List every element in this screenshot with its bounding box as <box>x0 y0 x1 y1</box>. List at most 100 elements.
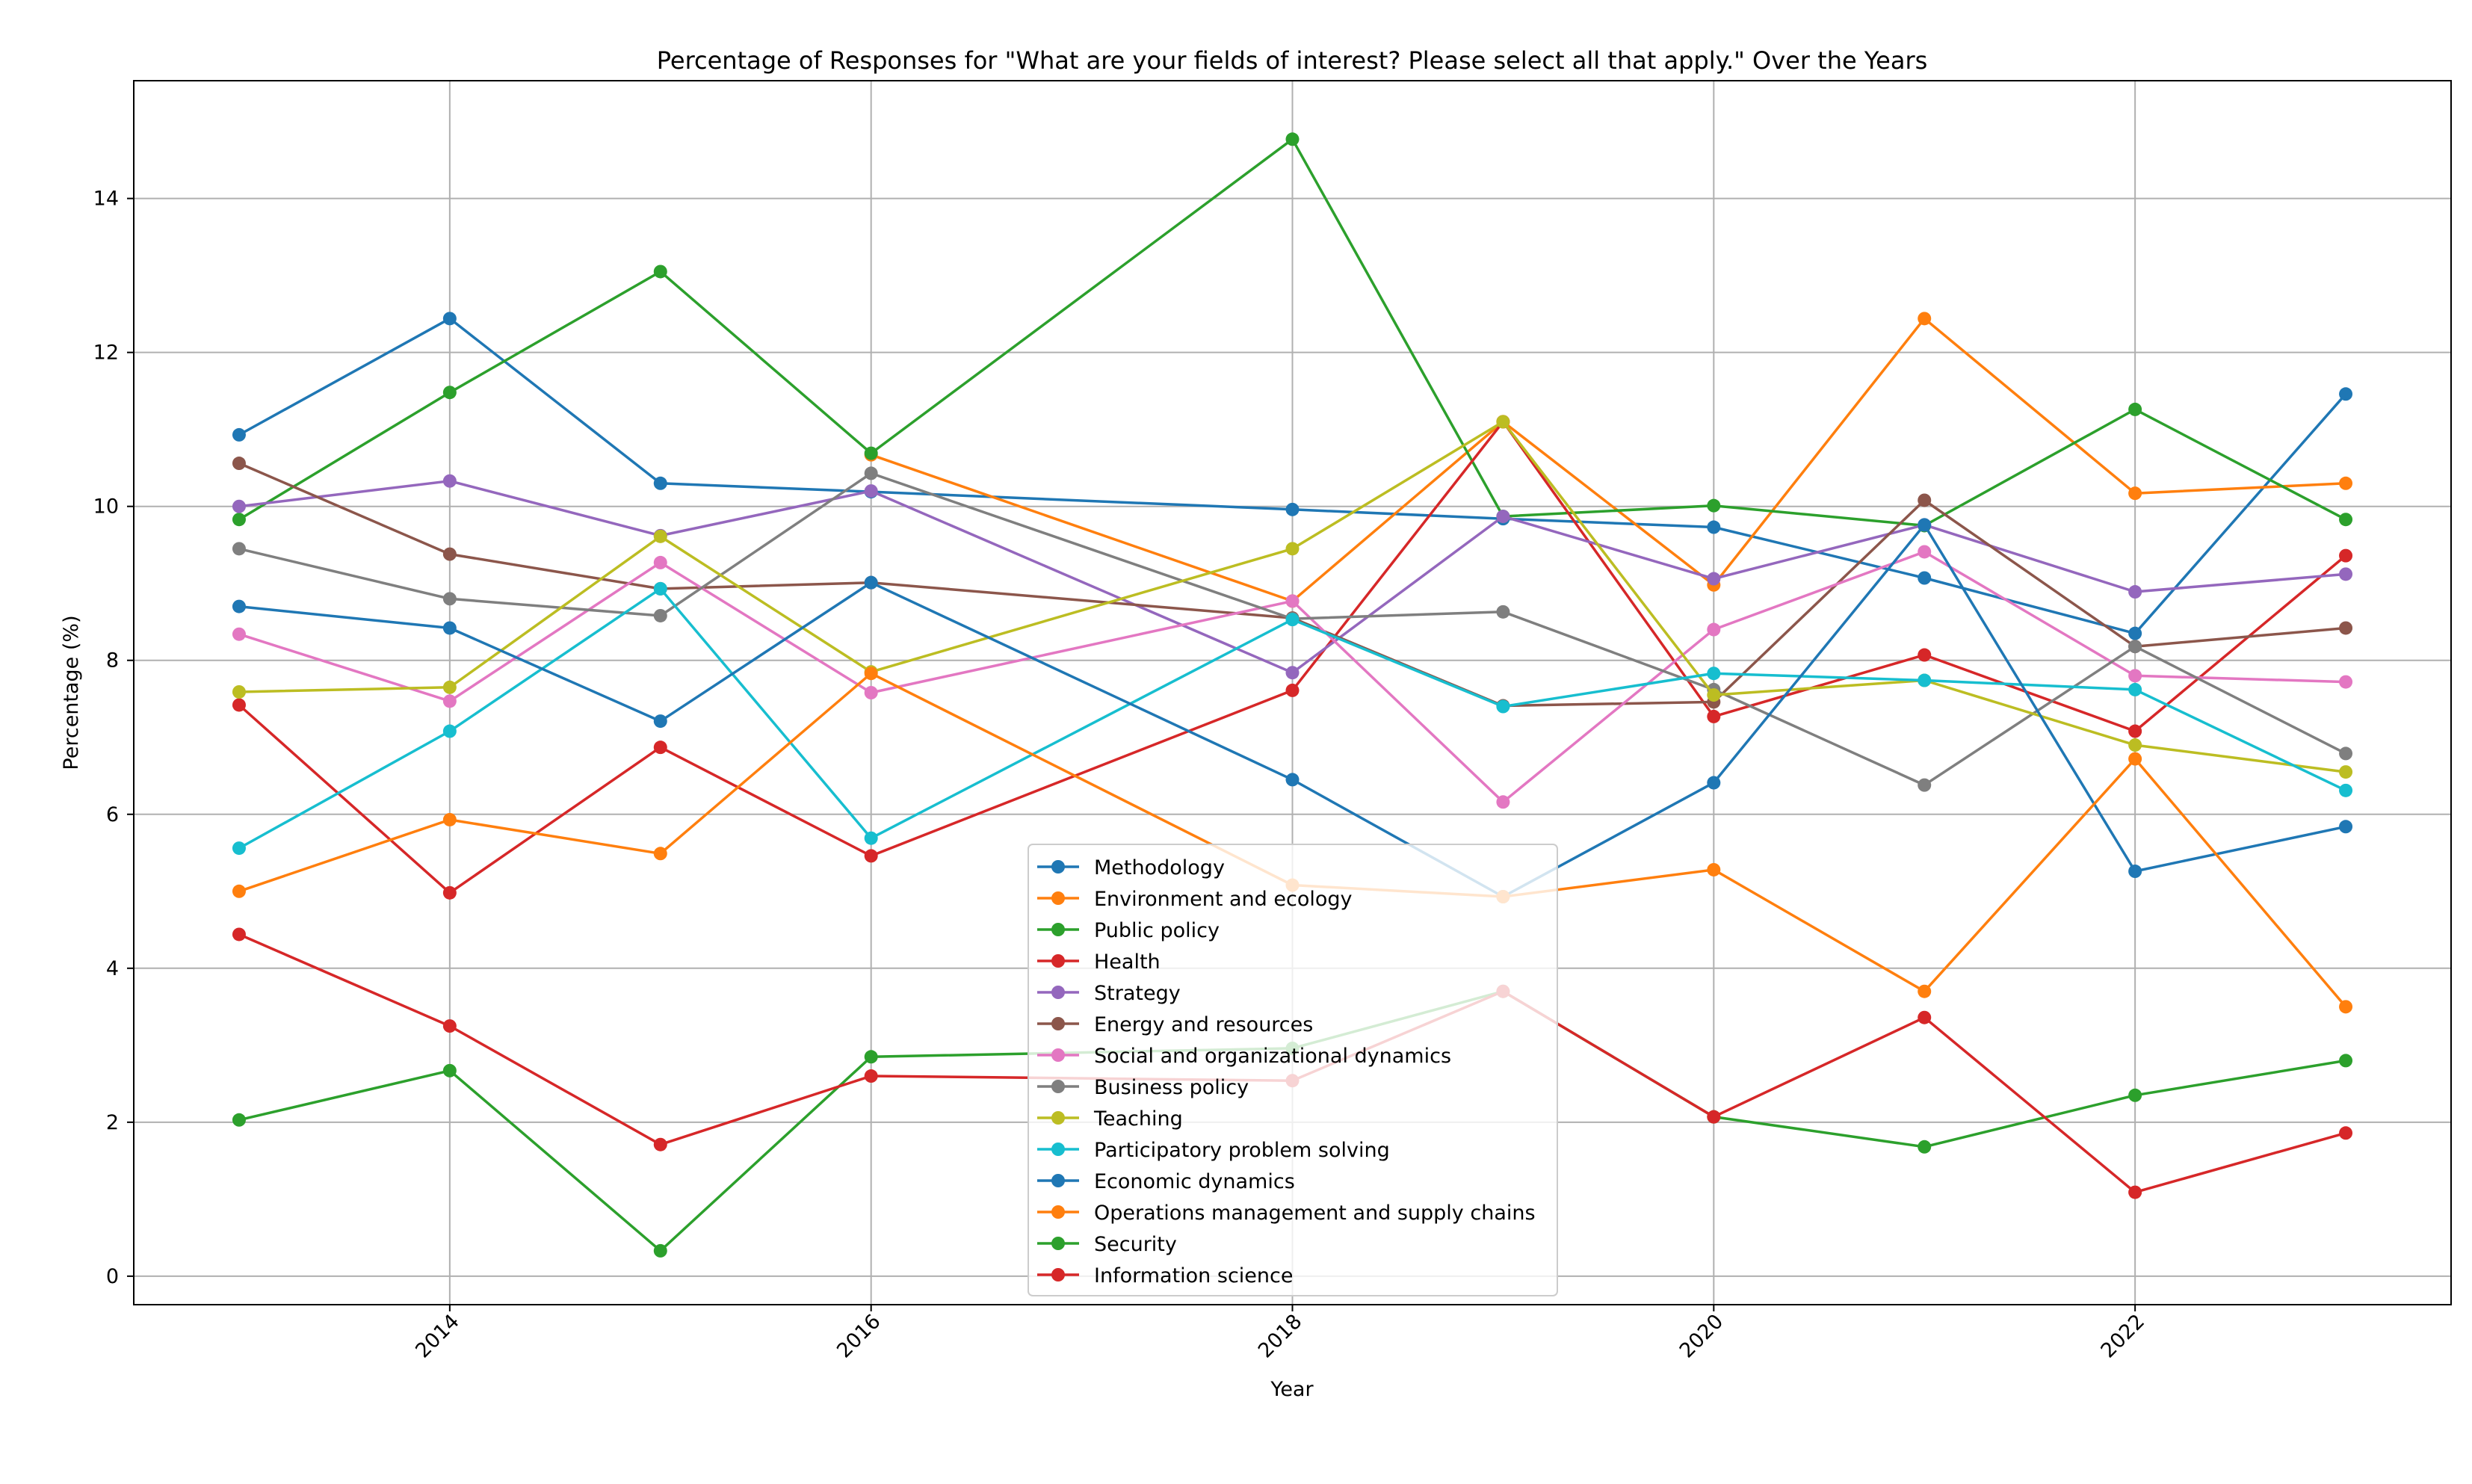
legend-label: Health <box>1094 950 1161 974</box>
legend-label: Social and organizational dynamics <box>1094 1045 1451 1068</box>
series-participatory-problem-solving <box>232 581 2353 856</box>
series-line <box>238 420 2347 894</box>
legend-item: Business policy <box>1037 1076 1249 1099</box>
data-point <box>864 446 878 460</box>
legend-marker <box>1051 860 1065 874</box>
data-point <box>2128 585 2142 599</box>
data-point <box>864 484 878 498</box>
legend-marker <box>1051 1143 1065 1156</box>
data-point <box>2339 765 2353 779</box>
data-point <box>2339 1000 2353 1014</box>
data-point <box>1285 132 1300 146</box>
legend-item: Information science <box>1037 1264 1293 1287</box>
data-point <box>1707 622 1721 637</box>
data-point <box>1918 493 1932 507</box>
data-point <box>864 1069 878 1083</box>
legend-marker <box>1051 986 1065 999</box>
data-point <box>2339 548 2353 563</box>
data-point <box>232 684 246 699</box>
legend-label: Teaching <box>1093 1107 1183 1131</box>
data-point <box>2128 724 2142 738</box>
data-point <box>1707 667 1721 681</box>
data-point <box>442 680 457 694</box>
legend-item: Security <box>1037 1233 1177 1256</box>
data-point <box>2339 820 2353 834</box>
data-point <box>442 386 457 400</box>
data-point <box>653 555 667 569</box>
legend: Methodology Environment and ecology Public… <box>1028 844 1558 1296</box>
data-point <box>442 592 457 606</box>
data-point <box>232 542 246 556</box>
data-point <box>442 312 457 326</box>
data-point <box>232 927 246 942</box>
data-point <box>1707 498 1721 513</box>
data-point <box>864 831 878 845</box>
series-layer <box>232 132 2353 1258</box>
data-point <box>653 1243 667 1258</box>
data-point <box>232 698 246 712</box>
series-line <box>238 472 2346 787</box>
data-point <box>2128 738 2142 752</box>
data-point <box>232 841 246 856</box>
legend-marker <box>1051 1268 1065 1282</box>
data-point <box>653 741 667 755</box>
legend-marker <box>1051 1237 1065 1250</box>
legend-label: Business policy <box>1094 1076 1249 1099</box>
data-point <box>1918 984 1932 998</box>
legend-item: Teaching <box>1037 1107 1183 1131</box>
data-point <box>1707 572 1721 586</box>
legend-item: Public policy <box>1037 919 1220 942</box>
y-axis-label: Percentage (%) <box>60 615 83 770</box>
data-point <box>1496 415 1510 429</box>
data-point <box>1707 1110 1721 1124</box>
data-point <box>442 812 457 826</box>
data-point <box>653 714 667 729</box>
series-teaching <box>232 415 2353 779</box>
data-point <box>864 849 878 863</box>
legend-label: Methodology <box>1094 856 1225 879</box>
data-point <box>1285 773 1300 787</box>
data-point <box>2128 752 2142 766</box>
data-point <box>232 884 246 898</box>
series-social-and-organizational-dynamics <box>232 545 2353 809</box>
legend-item: Strategy <box>1037 982 1181 1005</box>
data-point <box>1918 312 1932 326</box>
data-point <box>442 621 457 635</box>
data-point <box>442 724 457 738</box>
data-point <box>1496 510 1510 524</box>
legend-item: Methodology <box>1037 856 1225 879</box>
chart-title: Percentage of Responses for "What are yo… <box>657 46 1928 75</box>
data-point <box>1496 605 1510 619</box>
data-point <box>653 847 667 861</box>
data-point <box>232 1113 246 1127</box>
y-tick-label: 14 <box>93 188 119 211</box>
data-point <box>1496 699 1510 714</box>
legend-label: Economic dynamics <box>1094 1170 1295 1193</box>
legend-item: Social and organizational dynamics <box>1037 1045 1451 1068</box>
data-point <box>1918 1010 1932 1024</box>
data-point <box>2339 567 2353 581</box>
data-point <box>232 427 246 442</box>
data-point <box>2339 476 2353 490</box>
data-point <box>2128 1185 2142 1199</box>
data-point <box>1918 545 1932 559</box>
data-point <box>2128 682 2142 696</box>
legend-marker <box>1051 1111 1065 1125</box>
legend-label: Public policy <box>1094 919 1220 942</box>
series-line <box>238 550 2346 804</box>
data-point <box>2128 1088 2142 1102</box>
data-point <box>1918 518 1932 532</box>
legend-label: Environment and ecology <box>1094 888 1352 911</box>
data-point <box>442 694 457 708</box>
data-point <box>2339 621 2353 635</box>
legend-label: Energy and resources <box>1094 1013 1313 1036</box>
data-point <box>442 885 457 900</box>
data-point <box>1918 571 1932 585</box>
series-line <box>238 523 2346 898</box>
data-point <box>653 476 667 490</box>
legend-item: Energy and resources <box>1037 1013 1313 1036</box>
data-point <box>2339 387 2353 401</box>
series-line <box>238 587 2346 850</box>
